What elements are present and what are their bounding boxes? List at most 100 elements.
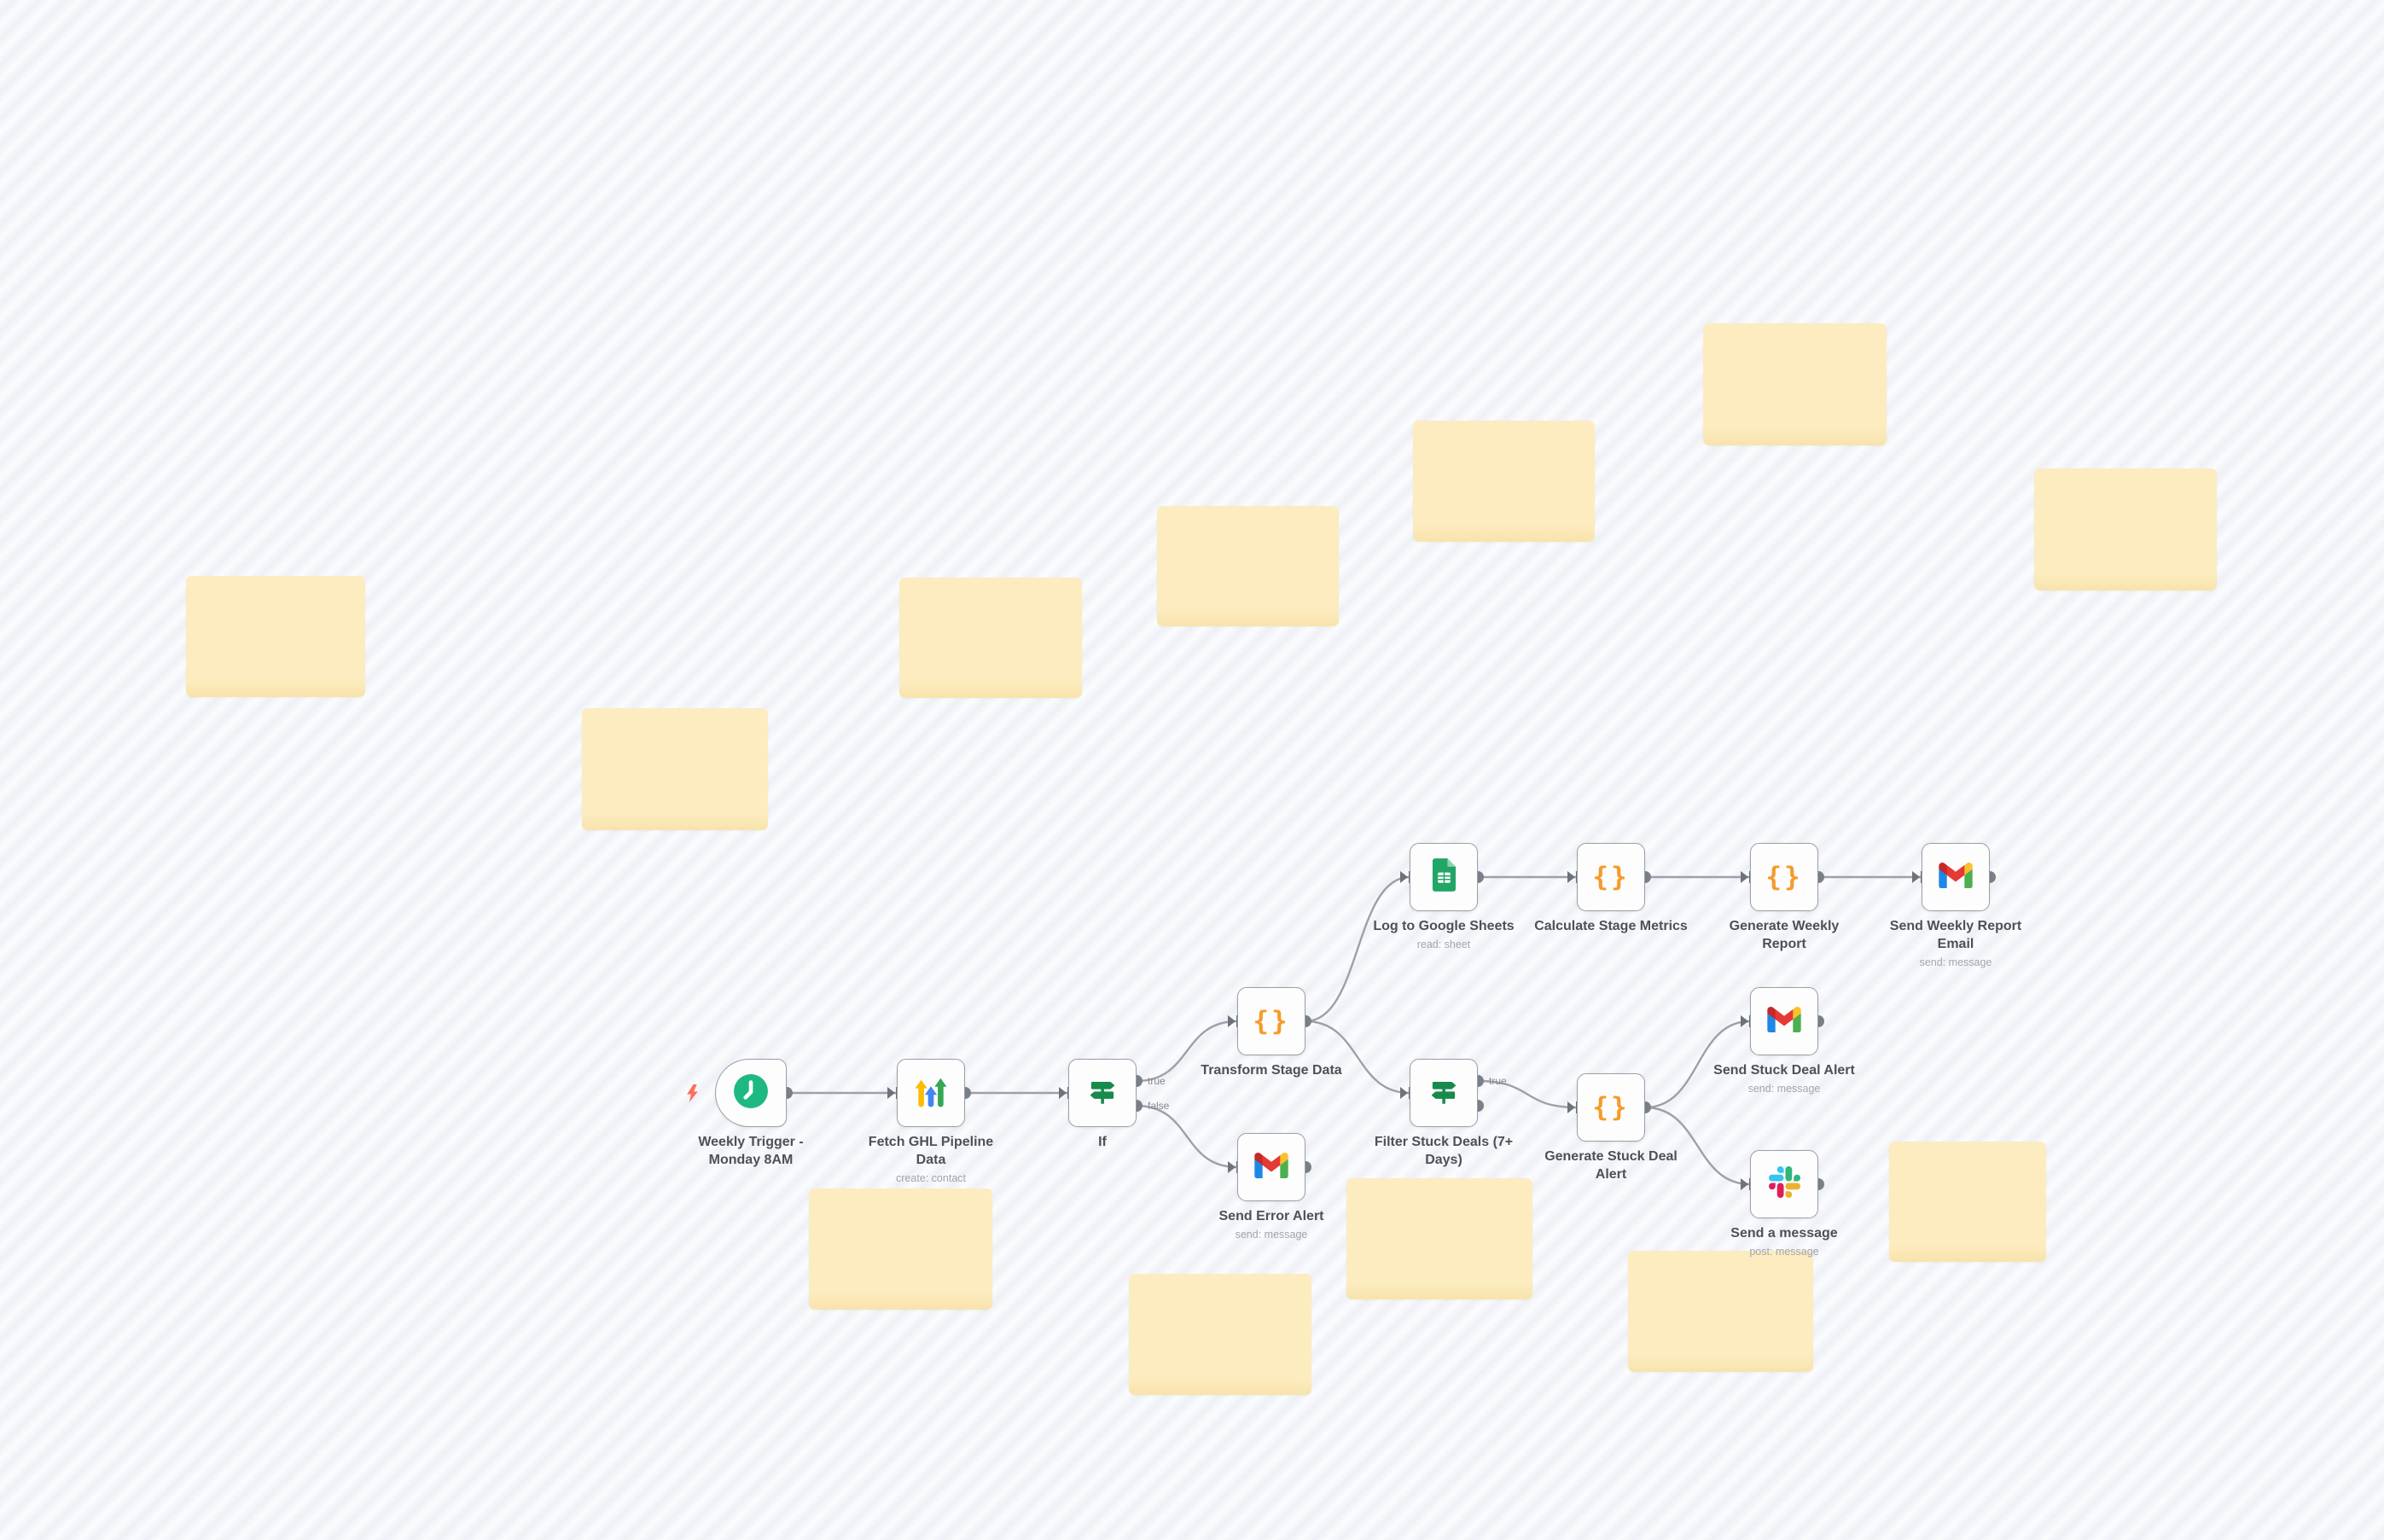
node-label: Send Stuck Deal Alert send: message [1707,1062,1861,1095]
node-title: Generate Stuck Deal Alert [1544,1149,1678,1182]
if-signpost-icon [1090,1081,1115,1104]
sticky-note[interactable] [1628,1251,1813,1372]
sticky-note[interactable] [1129,1274,1311,1395]
connection-wire[interactable] [1644,1106,1751,1186]
node-filter-stuck-deals[interactable]: Filter Stuck Deals (7+ Days) [1375,1059,1513,1167]
code-braces-icon: {} [1765,861,1803,892]
node-icon [1768,1166,1800,1202]
node-label: Transform Stage Data [1195,1062,1348,1080]
sticky-note[interactable] [1157,506,1339,626]
node-label: If [1026,1134,1179,1152]
slack-icon [1768,1166,1800,1198]
node-subtitle: send: message [1235,1228,1308,1241]
node-send-weekly-report-email[interactable]: Send Weekly Report Email send: message [1890,843,2021,968]
node-label: Fetch GHL Pipeline Data create: contact [854,1134,1008,1184]
node-icon [913,1075,949,1112]
node-generate-weekly-report[interactable]: {} Generate Weekly Report [1730,843,1839,951]
input-port[interactable] [1741,871,1753,883]
node-box [1750,987,1818,1055]
node-log-to-google-sheets[interactable]: Log to Google Sheets read: sheet [1373,843,1515,950]
node-box [1237,1133,1305,1201]
input-port[interactable] [1400,1087,1412,1099]
node-box [715,1059,787,1127]
node-title: If [1098,1135,1107,1149]
connection-branch-label: true [1489,1075,1507,1087]
input-port[interactable] [1567,871,1579,883]
input-port[interactable] [1912,871,1924,883]
node-title: Log to Google Sheets [1373,919,1515,933]
google-sheets-icon [1432,858,1456,892]
node-title: Transform Stage Data [1201,1063,1342,1078]
node-send-error-alert[interactable]: Send Error Alert send: message [1219,1133,1324,1241]
gohighlevel-arrows-icon [915,1078,947,1107]
gmail-icon [1254,1152,1288,1178]
sticky-note[interactable] [1413,421,1595,542]
node-send-stuck-deal-alert[interactable]: Send Stuck Deal Alert send: message [1713,987,1855,1095]
connection-wire[interactable] [1305,875,1410,1023]
node-title: Calculate Stage Metrics [1534,919,1688,933]
node-title: Send Error Alert [1218,1209,1324,1223]
connection-wire[interactable] [1644,1020,1751,1109]
sticky-note[interactable] [1889,1142,2046,1262]
node-fetch-ghl-pipeline-data[interactable]: Fetch GHL Pipeline Data create: contact [869,1059,993,1184]
node-icon [1084,1073,1120,1113]
node-icon: {} [1592,1091,1630,1123]
sticky-note[interactable] [186,576,365,697]
sticky-note[interactable] [2034,468,2217,590]
node-label: Weekly Trigger - Monday 8AM [674,1134,828,1170]
input-port[interactable] [887,1087,899,1099]
sticky-note[interactable] [1703,323,1887,445]
input-port[interactable] [1567,1101,1579,1113]
node-weekly-trigger[interactable]: Weekly Trigger - Monday 8AM [698,1059,804,1167]
node-icon [1431,858,1457,896]
node-box [1410,843,1478,911]
code-braces-icon: {} [1253,1005,1290,1037]
input-port[interactable] [1059,1087,1071,1099]
input-port[interactable] [1741,1015,1753,1027]
node-if[interactable]: If [1068,1059,1137,1149]
node-box [1922,843,1990,911]
node-label: Calculate Stage Metrics [1534,918,1688,936]
node-label: Send a message post: message [1707,1225,1861,1258]
input-port[interactable] [1228,1161,1240,1173]
node-title: Generate Weekly Report [1729,919,1840,951]
node-icon [1767,1006,1801,1037]
node-label: Filter Stuck Deals (7+ Days) [1367,1134,1521,1170]
node-box: {} [1237,987,1305,1055]
node-subtitle: post: message [1749,1245,1819,1258]
connection-wire[interactable] [1136,1104,1238,1169]
input-port[interactable] [1228,1015,1240,1027]
code-braces-icon: {} [1592,861,1630,892]
sticky-note[interactable] [582,708,768,830]
sticky-note[interactable] [899,578,1082,698]
input-port[interactable] [1741,1178,1753,1190]
sticky-note[interactable] [809,1188,992,1310]
node-title: Fetch GHL Pipeline Data [868,1135,994,1167]
node-title: Send a message [1730,1226,1838,1241]
node-box [1410,1059,1478,1127]
node-send-a-message[interactable]: Send a message post: message [1730,1150,1838,1258]
input-port[interactable] [1400,871,1412,883]
connection-wire[interactable] [1136,1020,1238,1083]
node-title: Send Stuck Deal Alert [1713,1063,1855,1078]
node-subtitle: read: sheet [1416,938,1471,950]
node-transform-stage-data[interactable]: {} Transform Stage Data [1201,987,1342,1078]
node-box [1750,1150,1818,1218]
node-icon: {} [1592,861,1630,892]
sticky-note[interactable] [1346,1178,1532,1299]
connection-branch-label: false [1148,1100,1170,1112]
node-subtitle: send: message [1919,956,1992,968]
code-braces-icon: {} [1592,1091,1630,1123]
node-calculate-stage-metrics[interactable]: {} Calculate Stage Metrics [1534,843,1688,933]
node-box [897,1059,965,1127]
node-box: {} [1577,843,1645,911]
trigger-bolt-icon [687,1084,698,1102]
connection-wire[interactable] [1477,1079,1578,1109]
node-label: Send Error Alert send: message [1195,1208,1348,1241]
connection-branch-label: true [1148,1075,1166,1087]
node-generate-stuck-deal-alert[interactable]: {} Generate Stuck Deal Alert [1544,1073,1678,1182]
connection-wire[interactable] [1305,1020,1410,1095]
node-box [1068,1059,1137,1127]
